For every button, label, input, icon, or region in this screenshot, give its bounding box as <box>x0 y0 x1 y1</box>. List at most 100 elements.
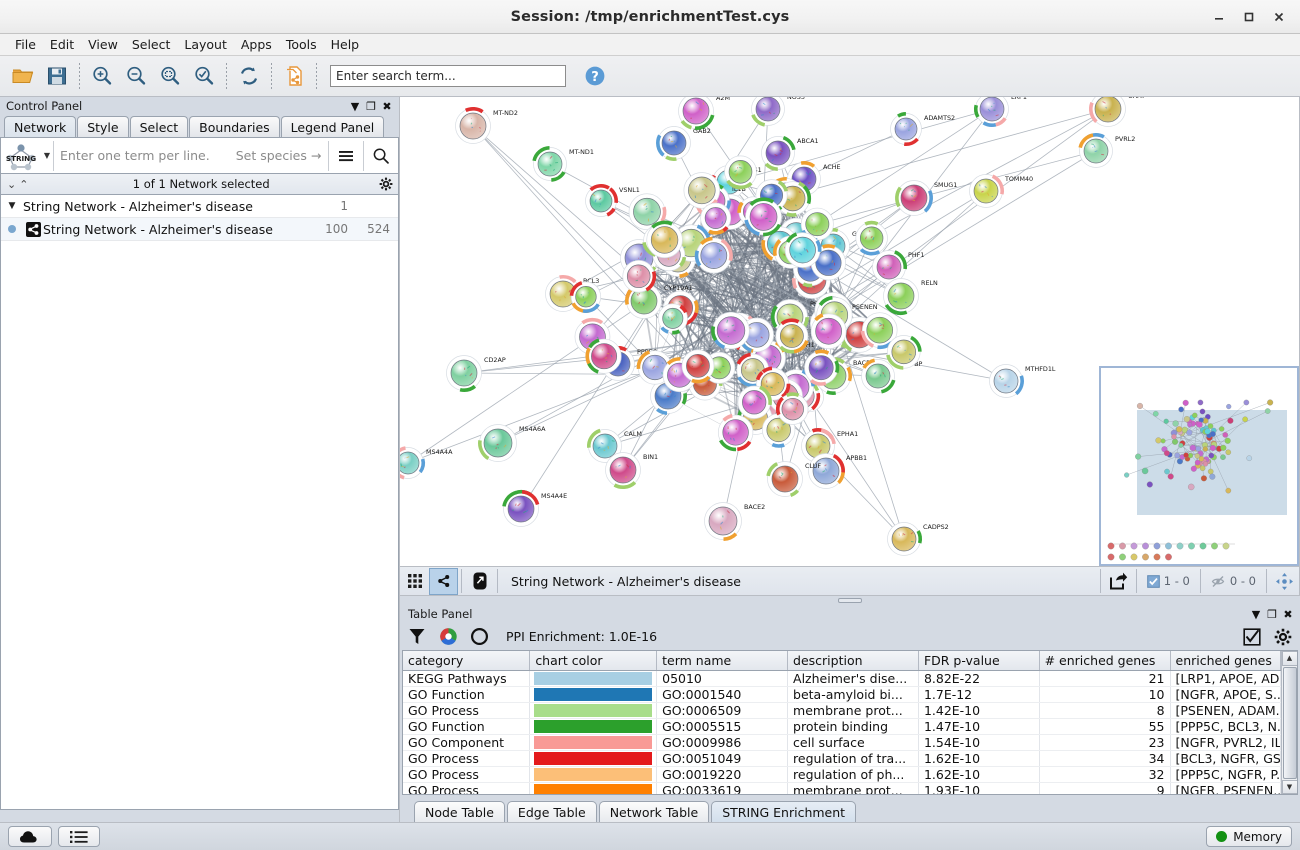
graph-node[interactable] <box>737 385 772 419</box>
graph-node[interactable] <box>657 303 688 335</box>
graph-node[interactable] <box>700 202 732 235</box>
graph-node-apbb1[interactable]: APBB1 <box>808 453 868 489</box>
graph-node-mt-nd2[interactable]: MT-ND2 <box>455 107 518 144</box>
splitter-grip[interactable] <box>838 598 862 603</box>
graph-node[interactable] <box>694 236 733 274</box>
graph-node[interactable] <box>860 312 898 350</box>
menu-file[interactable]: File <box>15 37 36 52</box>
task-list-icon[interactable] <box>58 826 100 847</box>
graph-node-cadps2[interactable]: CADPS2 <box>887 522 949 556</box>
menu-view[interactable]: View <box>88 37 118 52</box>
magnifier-icon[interactable] <box>364 139 398 173</box>
graph-node-abca1[interactable]: ABCA1 <box>761 136 819 171</box>
graph-node-vsnl1[interactable]: VSNL1 <box>585 183 640 217</box>
zoom-fit-network-icon[interactable] <box>187 59 221 93</box>
close-icon[interactable] <box>1264 3 1294 31</box>
graph-node-bace2[interactable]: BACE2 <box>704 502 766 541</box>
graph-node-tomm40[interactable]: TOMM40 <box>969 174 1034 208</box>
graph-node[interactable] <box>744 197 782 237</box>
control-panel-float-icon[interactable]: ❐ <box>366 99 376 113</box>
scroll-down-icon[interactable]: ▼ <box>1281 779 1297 794</box>
tab-edge-table[interactable]: Edge Table <box>506 801 597 822</box>
collapse-all-icon[interactable]: ⌄ <box>7 177 17 191</box>
graph-node-cluf[interactable]: CLUF <box>766 461 822 498</box>
tab-select[interactable]: Select <box>129 116 189 137</box>
graph-node-calm[interactable]: CALM <box>587 428 642 463</box>
graph-node[interactable] <box>800 207 834 242</box>
string-species-label[interactable]: Set species → <box>235 148 322 163</box>
network-graph[interactable]: MT-ND2MT-ND1VSNL1GAB2MS1C1BCHATADAMTS2PV… <box>400 97 1299 566</box>
save-session-icon[interactable] <box>40 59 74 93</box>
tab-node-table[interactable]: Node Table <box>414 801 505 822</box>
pan-tool-icon[interactable] <box>1270 568 1299 595</box>
tab-string-enrichment[interactable]: STRING Enrichment <box>711 801 857 822</box>
graph-node-smug1[interactable]: SMUG1 <box>895 180 958 216</box>
graph-node[interactable] <box>775 392 809 425</box>
string-term-input[interactable]: Enter one term per line. Set species → <box>54 148 328 163</box>
edge-selection-counter[interactable]: 0 - 0 <box>1204 574 1263 588</box>
string-species-dropdown-icon[interactable]: ▼ <box>43 151 51 160</box>
column-header-fdr-pvalue[interactable]: FDR p-value <box>918 651 1040 671</box>
graph-node-ms4a4e[interactable]: MS4A4E <box>502 490 568 527</box>
table-row[interactable]: GO Component GO:0009986 cell surface 1.54E-… <box>403 734 1281 751</box>
tab-network[interactable]: Network <box>4 116 77 137</box>
graph-node-cd2ap[interactable]: CD2AP <box>446 355 506 392</box>
help-icon[interactable]: ? <box>582 63 608 89</box>
graph-node-pvrl2[interactable]: PVRL2 <box>1078 133 1136 168</box>
filter-funnel-icon[interactable] <box>406 626 428 648</box>
column-header-term-name[interactable]: term name <box>656 651 789 671</box>
graph-node-nos3[interactable]: NOS3 <box>751 97 805 127</box>
tab-style[interactable]: Style <box>77 116 129 137</box>
column-header-enriched-count[interactable]: # enriched genes <box>1039 651 1171 671</box>
zoom-fit-selected-icon[interactable] <box>153 59 187 93</box>
graph-node-lrp1[interactable]: LRP1 <box>973 97 1027 127</box>
graph-node-bcl3[interactable]: BCL3 <box>545 274 600 312</box>
control-panel-close-icon[interactable]: ✖ <box>382 99 392 113</box>
scroll-up-icon[interactable]: ▲ <box>1281 651 1297 666</box>
zoom-in-icon[interactable] <box>85 59 119 93</box>
table-row[interactable]: GO Process GO:0019220 regulation of ph... 1… <box>403 766 1281 783</box>
graph-node-mthfd1l[interactable]: MTHFD1L <box>989 364 1056 398</box>
zoom-out-icon[interactable] <box>119 59 153 93</box>
table-vertical-scrollbar[interactable]: ▲ ▼ <box>1281 651 1297 794</box>
grid-view-icon[interactable] <box>400 568 429 595</box>
menu-select[interactable]: Select <box>131 37 171 52</box>
horizontal-splitter[interactable] <box>400 596 1300 605</box>
memory-button[interactable]: Memory <box>1206 826 1292 847</box>
graph-node-ms4a6a[interactable]: MS4A6A <box>478 424 547 462</box>
graph-node[interactable] <box>681 349 715 384</box>
column-header-enriched-genes[interactable]: enriched genes <box>1170 651 1281 671</box>
enrichment-table[interactable]: category chart color term name descripti… <box>403 651 1281 794</box>
graph-node[interactable] <box>711 311 750 350</box>
menu-edit[interactable]: Edit <box>49 37 75 52</box>
graph-node-ache[interactable]: ACHE <box>787 161 841 196</box>
graph-node[interactable] <box>784 232 822 268</box>
graph-node-chat[interactable]: CHAT <box>1089 97 1146 127</box>
search-input[interactable]: Enter search term... <box>330 65 566 87</box>
menu-help[interactable]: Help <box>330 37 360 52</box>
graph-node[interactable] <box>724 155 757 190</box>
table-row[interactable]: GO Process GO:0033619 membrane prot... 1.93… <box>403 782 1281 794</box>
table-row[interactable]: GO Function GO:0001540 beta-amyloid bi... 1… <box>403 686 1281 703</box>
enrichment-table-container[interactable]: category chart color term name descripti… <box>402 650 1298 795</box>
hamburger-icon[interactable] <box>329 139 363 173</box>
expand-all-icon[interactable]: ⌃ <box>19 177 29 191</box>
graph-node[interactable] <box>810 313 847 350</box>
menu-layout[interactable]: Layout <box>184 37 227 52</box>
graph-node[interactable] <box>855 220 888 256</box>
graph-node[interactable] <box>622 260 657 293</box>
network-view-canvas[interactable]: MT-ND2MT-ND1VSNL1GAB2MS1C1BCHATADAMTS2PV… <box>400 97 1300 567</box>
column-header-category[interactable]: category <box>403 651 531 671</box>
graph-node[interactable] <box>717 413 754 452</box>
table-row[interactable]: GO Process GO:0051049 regulation of tra...… <box>403 750 1281 767</box>
graph-node[interactable] <box>886 335 922 370</box>
table-panel-dropdown-icon[interactable]: ▼ <box>1251 607 1261 621</box>
export-view-icon[interactable] <box>1104 568 1133 595</box>
graph-node[interactable] <box>804 349 840 386</box>
column-header-description[interactable]: description <box>787 651 919 671</box>
graph-node-mt-nd1[interactable]: MT-ND1 <box>532 146 594 182</box>
graph-node[interactable] <box>628 193 667 231</box>
table-panel-close-icon[interactable]: ✖ <box>1283 607 1293 621</box>
enrichment-table-body[interactable]: KEGG Pathways 05010 Alzheimer's dise... 8.8… <box>403 670 1281 794</box>
table-row[interactable]: KEGG Pathways 05010 Alzheimer's dise... 8.8… <box>403 670 1281 687</box>
